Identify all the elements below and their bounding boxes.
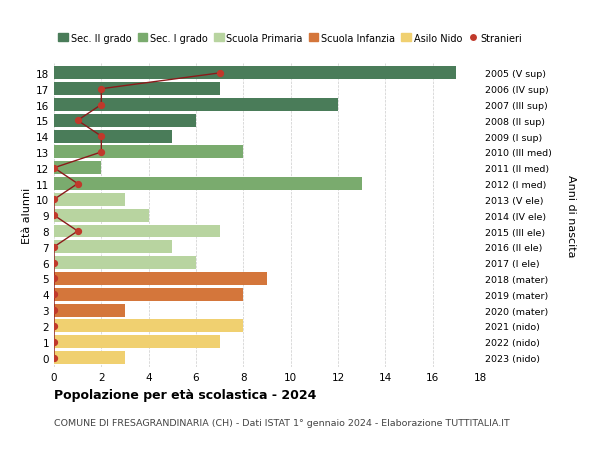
Point: [73, 118, 82, 125]
Point: [49, 307, 59, 314]
Text: COMUNE DI FRESAGRANDINARIA (CH) - Dati ISTAT 1° gennaio 2024 - Elaborazione TUTT: COMUNE DI FRESAGRANDINARIA (CH) - Dati I…: [54, 418, 510, 427]
Bar: [54, 351, 125, 364]
Bar: [54, 194, 125, 207]
Bar: [54, 67, 457, 80]
Bar: [54, 115, 196, 128]
Point: [49, 354, 59, 361]
Bar: [54, 257, 196, 269]
Point: [49, 212, 59, 219]
Bar: [54, 83, 220, 96]
Point: [73, 228, 82, 235]
Bar: [54, 209, 149, 222]
Bar: [54, 336, 220, 348]
Text: Popolazione per età scolastica - 2024: Popolazione per età scolastica - 2024: [54, 388, 316, 401]
Y-axis label: Anni di nascita: Anni di nascita: [566, 174, 575, 257]
Y-axis label: Età alunni: Età alunni: [22, 188, 32, 244]
Point: [215, 70, 224, 78]
Bar: [54, 178, 362, 190]
Point: [49, 244, 59, 251]
Legend: Sec. II grado, Sec. I grado, Scuola Primaria, Scuola Infanzia, Asilo Nido, Stran: Sec. II grado, Sec. I grado, Scuola Prim…: [55, 30, 526, 47]
Bar: [54, 272, 267, 285]
Bar: [54, 320, 244, 333]
Point: [49, 259, 59, 267]
Bar: [54, 130, 172, 143]
Point: [49, 165, 59, 172]
Bar: [54, 241, 172, 254]
Point: [49, 338, 59, 346]
Bar: [54, 99, 338, 112]
Point: [49, 291, 59, 298]
Bar: [54, 225, 220, 238]
Point: [97, 149, 106, 156]
Point: [97, 133, 106, 140]
Point: [73, 180, 82, 188]
Point: [49, 323, 59, 330]
Point: [49, 196, 59, 204]
Bar: [54, 304, 125, 317]
Bar: [54, 162, 101, 175]
Bar: [54, 288, 244, 301]
Bar: [54, 146, 244, 159]
Point: [49, 275, 59, 282]
Point: [97, 101, 106, 109]
Point: [97, 86, 106, 93]
